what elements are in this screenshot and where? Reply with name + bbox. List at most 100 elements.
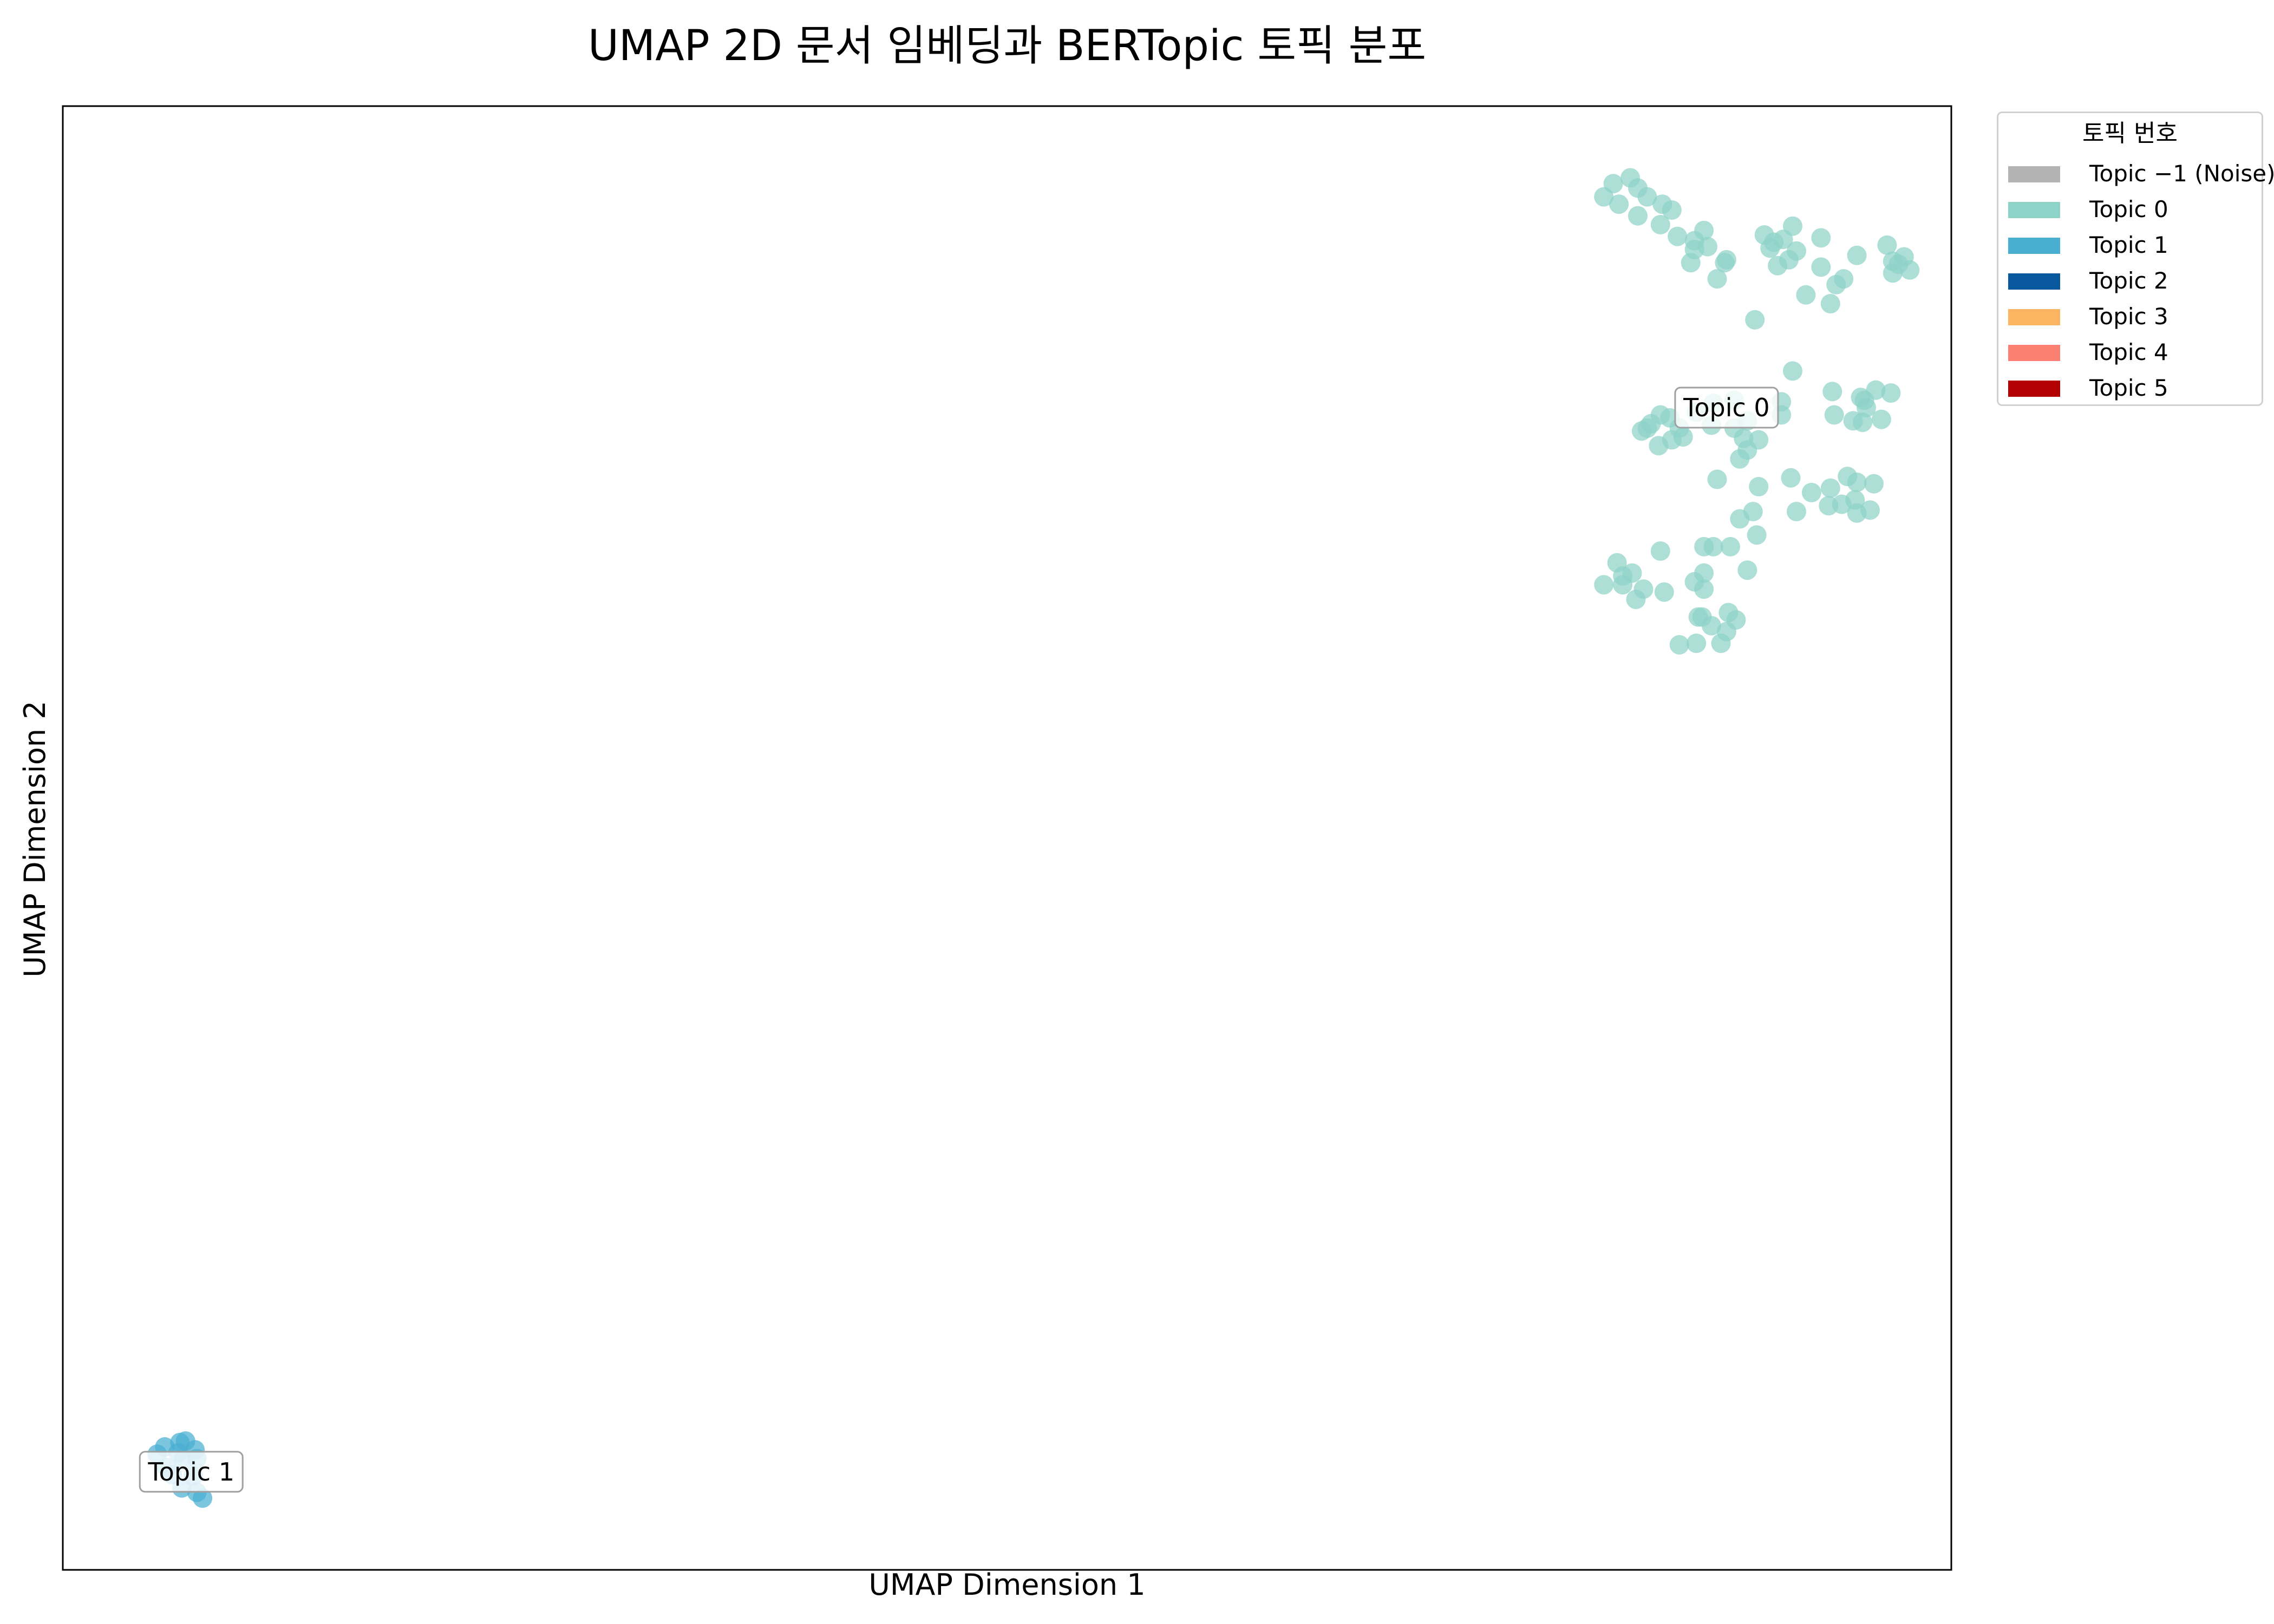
chart-title: UMAP 2D 문서 임베딩과 BERTopic 토픽 분포 [587,22,1427,70]
legend-swatch [2008,345,2060,361]
data-point [1749,430,1769,450]
data-point [1820,294,1840,313]
data-point [1854,390,1874,410]
annotation-layer: Topic 0 Topic 1 [139,387,1779,1493]
legend-item-topic-0: Topic 0 [2008,191,2257,227]
data-point [1783,361,1802,381]
data-point [1633,579,1654,599]
data-point [1779,250,1799,270]
data-point [1781,468,1801,488]
legend-swatch [2008,381,2060,397]
legend-item-topic-4: Topic 4 [2008,334,2257,370]
legend-item-topic-3: Topic 3 [2008,298,2257,334]
data-point [1871,409,1891,429]
y-axis-label-container: UMAP Dimension 2 [11,700,60,977]
data-point [1737,560,1757,580]
data-point [1654,582,1674,602]
x-axis-label: UMAP Dimension 1 [868,1568,1146,1602]
legend-item-noise: Topic −1 (Noise) [2008,155,2274,191]
data-point [1881,383,1901,403]
data-point [1613,575,1633,595]
legend: 토픽 번호 Topic −1 (Noise) Topic 0 Topic 1 T… [1997,112,2274,406]
data-point [1811,228,1831,248]
data-point [1811,257,1831,277]
data-point [1783,216,1802,236]
legend-swatch [2008,273,2060,290]
legend-swatch [2008,309,2060,325]
data-point [1703,536,1723,556]
data-point [1745,310,1765,330]
legend-item-topic-2: Topic 2 [2008,263,2257,298]
data-point [1594,575,1614,595]
data-point [1650,541,1670,561]
legend-swatch [2008,166,2060,182]
data-point [1801,482,1821,502]
data-point [1668,226,1688,246]
data-point [1687,633,1707,653]
data-point [1834,269,1854,289]
data-point [1637,418,1657,438]
data-point [1877,235,1897,255]
data-point [1832,494,1852,514]
data-point [1607,553,1627,573]
data-point [1603,174,1623,194]
data-point [1707,469,1727,489]
data-point [1796,285,1816,305]
plot-frame [62,105,1952,1571]
legend-label: Topic 4 [2089,339,2168,365]
annotation-text: Topic 0 [1683,393,1770,422]
data-point [1718,603,1739,623]
legend-label: Topic 3 [2089,303,2168,330]
data-point [1820,478,1840,498]
data-point [1853,412,1873,433]
data-point [1628,206,1648,226]
data-point [1702,615,1721,636]
data-point [1749,477,1769,496]
data-point [1694,579,1714,599]
data-point [1694,220,1714,240]
data-point [1716,250,1736,270]
data-point [1720,536,1740,556]
legend-swatch [2008,238,2060,254]
data-point [193,1488,213,1508]
data-point [1900,260,1920,280]
data-point [1747,525,1767,545]
data-point [1730,509,1750,529]
data-point [1662,200,1682,220]
data-point [1609,194,1629,214]
data-point [1847,245,1867,265]
legend-label: Topic 0 [2089,196,2168,222]
data-point [1637,187,1657,207]
data-point [1860,500,1880,520]
legend-label: Topic 2 [2089,267,2168,294]
legend-label: Topic 1 [2089,232,2168,258]
cluster-annotation: Topic 0 [1674,387,1779,429]
data-point [1730,449,1750,469]
annotation-box [139,1451,244,1493]
data-point [1824,405,1844,425]
legend-label: Topic −1 (Noise) [2089,160,2274,187]
data-point [1711,633,1731,653]
legend-item-topic-1: Topic 1 [2008,227,2257,263]
legend-item-topic-5: Topic 5 [2008,370,2257,405]
data-point [1681,253,1701,273]
data-point [1822,382,1842,402]
legend-label: Topic 5 [2089,375,2168,401]
legend-swatch [2008,202,2060,218]
cluster-annotation: Topic 1 [139,1451,244,1493]
y-axis-label: UMAP Dimension 2 [18,700,52,978]
legend-title: 토픽 번호 [2082,120,2178,147]
points-layer [147,168,1920,1508]
annotation-text: Topic 1 [147,1457,234,1487]
data-point [1707,269,1727,289]
data-point [1847,472,1867,492]
data-point [1650,215,1670,234]
annotation-box [1674,387,1779,429]
data-point [1649,436,1669,456]
data-point [1864,474,1884,494]
data-point [1760,238,1780,258]
data-point [1883,251,1903,271]
data-point [1787,502,1806,521]
data-point [1698,237,1717,257]
